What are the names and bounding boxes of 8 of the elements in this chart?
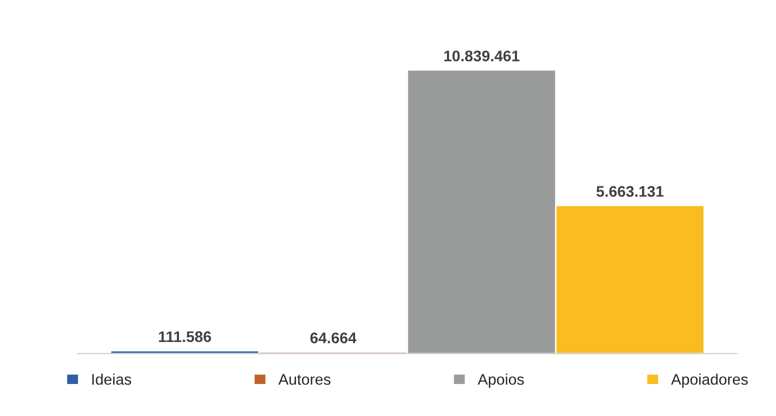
legend-label: Autores bbox=[278, 374, 330, 385]
legend-label: Apoios bbox=[478, 374, 524, 388]
legend-label: Ideias bbox=[92, 374, 132, 385]
data-label: 111.586 bbox=[158, 331, 212, 342]
data-label: 5.663.131 bbox=[596, 186, 664, 197]
data-label: 64.664 bbox=[310, 332, 356, 344]
data-label: 10.839.461 bbox=[444, 50, 520, 62]
legend-label: Apoiadores bbox=[671, 374, 748, 388]
